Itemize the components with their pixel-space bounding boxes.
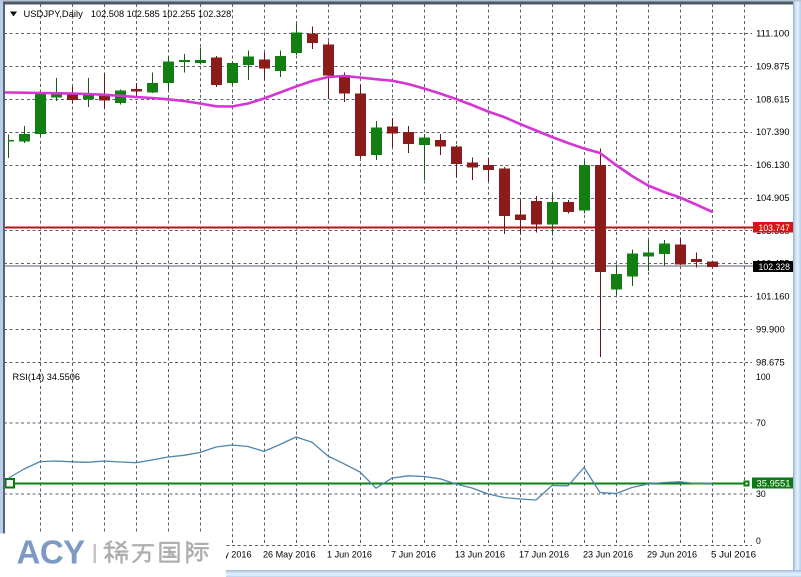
- svg-text:23 Jun 2016: 23 Jun 2016: [583, 550, 633, 560]
- svg-text:30: 30: [756, 489, 766, 499]
- svg-text:USDJPY,Daily: USDJPY,Daily: [24, 9, 83, 20]
- svg-text:17 Jun 2016: 17 Jun 2016: [519, 550, 569, 560]
- svg-text:101.160: 101.160: [756, 292, 790, 302]
- svg-text:RSI(14) 34.5506: RSI(14) 34.5506: [13, 372, 81, 383]
- svg-text:99.900: 99.900: [756, 324, 785, 334]
- svg-text:109.875: 109.875: [756, 62, 790, 72]
- svg-text:26 May 2016: 26 May 2016: [263, 550, 316, 560]
- svg-text:98.675: 98.675: [756, 357, 785, 367]
- svg-text:35.9551: 35.9551: [757, 478, 791, 488]
- svg-text:0: 0: [756, 536, 761, 546]
- svg-text:111.100: 111.100: [756, 29, 790, 39]
- svg-text:100: 100: [756, 372, 771, 382]
- svg-text:102.328: 102.328: [759, 262, 791, 272]
- svg-text:70: 70: [756, 418, 766, 428]
- svg-text:102.508 102.585 102.255 102.32: 102.508 102.585 102.255 102.328: [91, 9, 231, 20]
- svg-text:7 Jun 2016: 7 Jun 2016: [391, 550, 436, 560]
- svg-text:5 Jul 2016: 5 Jul 2016: [711, 550, 756, 560]
- svg-text:103.747: 103.747: [759, 223, 790, 233]
- svg-text:106.130: 106.130: [756, 160, 790, 170]
- svg-text:104.905: 104.905: [756, 193, 790, 203]
- svg-text:108.615: 108.615: [756, 94, 790, 104]
- svg-text:29 Jun 2016: 29 Jun 2016: [647, 550, 697, 560]
- svg-text:1 Jun 2016: 1 Jun 2016: [327, 550, 372, 560]
- svg-text:13 Jun 2016: 13 Jun 2016: [455, 550, 505, 560]
- svg-text:107.390: 107.390: [756, 127, 790, 137]
- svg-text:ACY: ACY: [17, 534, 86, 571]
